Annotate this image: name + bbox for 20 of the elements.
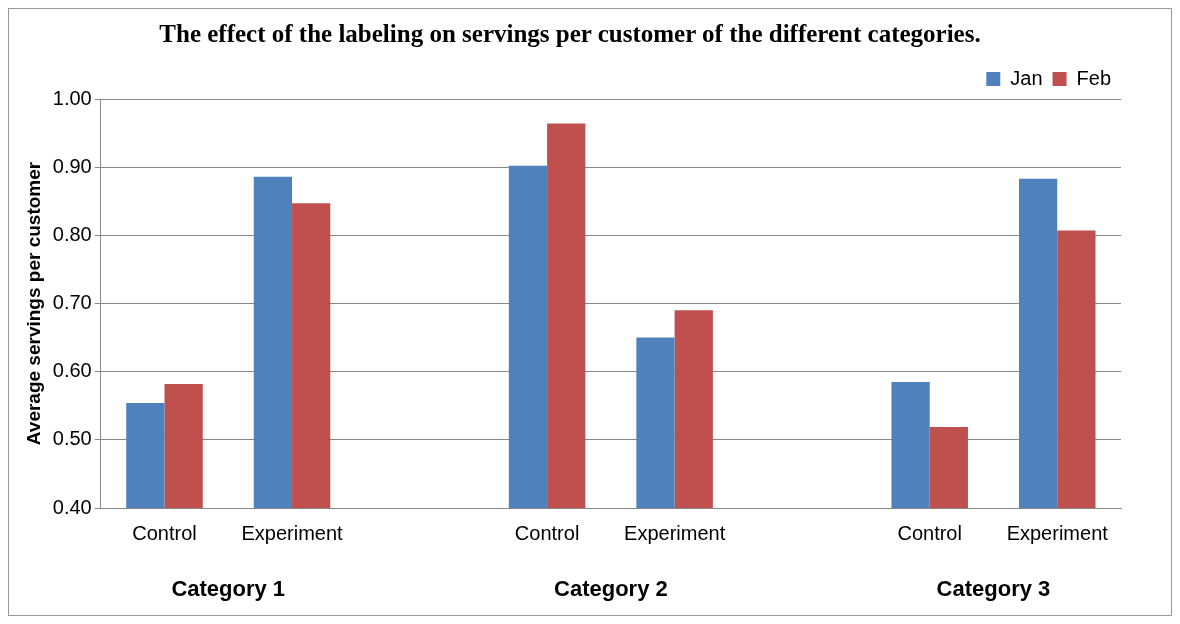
x-tick-label: Control xyxy=(897,521,962,544)
y-tick-label: 1.00 xyxy=(52,86,92,109)
y-tick-label: 0.50 xyxy=(52,427,92,450)
x-tick-label: Experiment xyxy=(241,521,344,544)
x-tick-label: Control xyxy=(514,521,580,544)
text: Category 3 xyxy=(936,576,1051,602)
y-tick-label: 0.90 xyxy=(52,154,92,177)
x-tick-label: Experiment xyxy=(624,521,726,544)
y-axis-title: Average servings per customer xyxy=(22,161,44,446)
y-tick-label: 0.40 xyxy=(52,495,92,518)
x-tick-label: Control xyxy=(132,521,197,544)
y-tick-label: 0.60 xyxy=(52,359,92,382)
x-tick-label: Experiment xyxy=(1006,521,1109,544)
text: Category 1 xyxy=(171,576,286,602)
y-tick-label: 0.70 xyxy=(52,291,92,314)
legend-label: Feb xyxy=(1076,66,1112,89)
y-tick-label: 0.80 xyxy=(52,222,92,245)
text: Category 2 xyxy=(554,576,668,602)
chart-title: The effect of the labeling on servings per customer of the different categories. xyxy=(159,20,981,48)
legend-label: Jan xyxy=(1010,66,1043,89)
